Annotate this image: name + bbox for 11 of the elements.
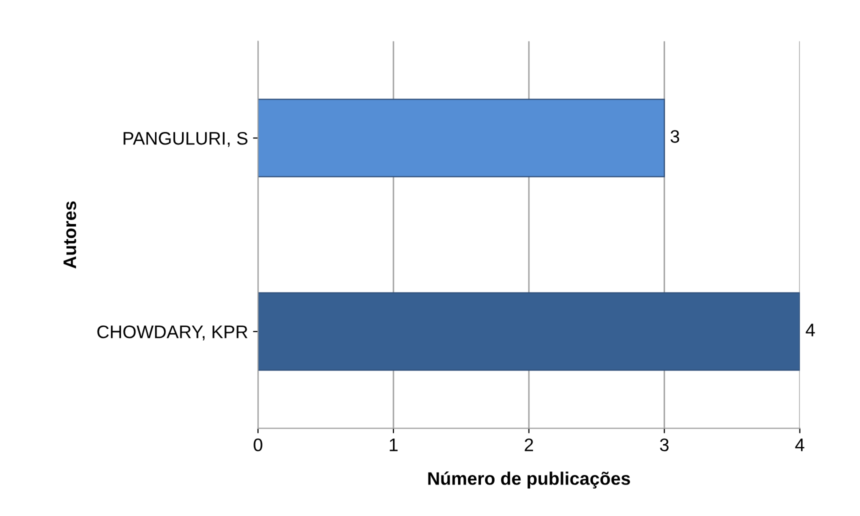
x-axis-title: Número de publicações bbox=[428, 472, 630, 488]
x-tick-label: 1 bbox=[390, 438, 398, 452]
x-tick-label: 3 bbox=[660, 438, 669, 452]
y-tick-label: PANGULURI, S bbox=[124, 132, 248, 147]
y-axis-title: Autores bbox=[64, 201, 76, 268]
x-tick-label: 4 bbox=[795, 438, 804, 452]
data-label: 3 bbox=[670, 130, 680, 143]
data-label: 4 bbox=[806, 324, 815, 336]
x-tick-label: 2 bbox=[524, 438, 534, 452]
x-tick-label: 0 bbox=[254, 438, 262, 452]
y-tick-label: CHOWDARY, KPR bbox=[97, 325, 248, 340]
